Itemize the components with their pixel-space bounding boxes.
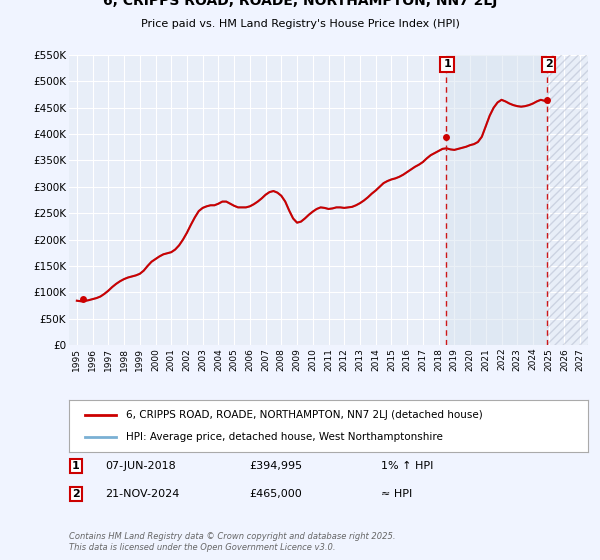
Text: Contains HM Land Registry data © Crown copyright and database right 2025.
This d: Contains HM Land Registry data © Crown c… (69, 532, 395, 552)
Text: 1% ↑ HPI: 1% ↑ HPI (381, 461, 433, 471)
Text: £394,995: £394,995 (249, 461, 302, 471)
Text: 6, CRIPPS ROAD, ROADE, NORTHAMPTON, NN7 2LJ: 6, CRIPPS ROAD, ROADE, NORTHAMPTON, NN7 … (103, 0, 497, 8)
Text: 1: 1 (72, 461, 80, 471)
Text: ≈ HPI: ≈ HPI (381, 489, 412, 499)
Text: 1: 1 (443, 59, 451, 69)
Text: 2: 2 (545, 59, 553, 69)
Text: 6, CRIPPS ROAD, ROADE, NORTHAMPTON, NN7 2LJ (detached house): 6, CRIPPS ROAD, ROADE, NORTHAMPTON, NN7 … (126, 409, 483, 419)
Text: Price paid vs. HM Land Registry's House Price Index (HPI): Price paid vs. HM Land Registry's House … (140, 19, 460, 29)
Text: 21-NOV-2024: 21-NOV-2024 (105, 489, 179, 499)
Text: £465,000: £465,000 (249, 489, 302, 499)
Text: 07-JUN-2018: 07-JUN-2018 (105, 461, 176, 471)
Text: 2: 2 (72, 489, 80, 499)
Bar (446, 55, 547, 345)
Text: HPI: Average price, detached house, West Northamptonshire: HPI: Average price, detached house, West… (126, 432, 443, 442)
